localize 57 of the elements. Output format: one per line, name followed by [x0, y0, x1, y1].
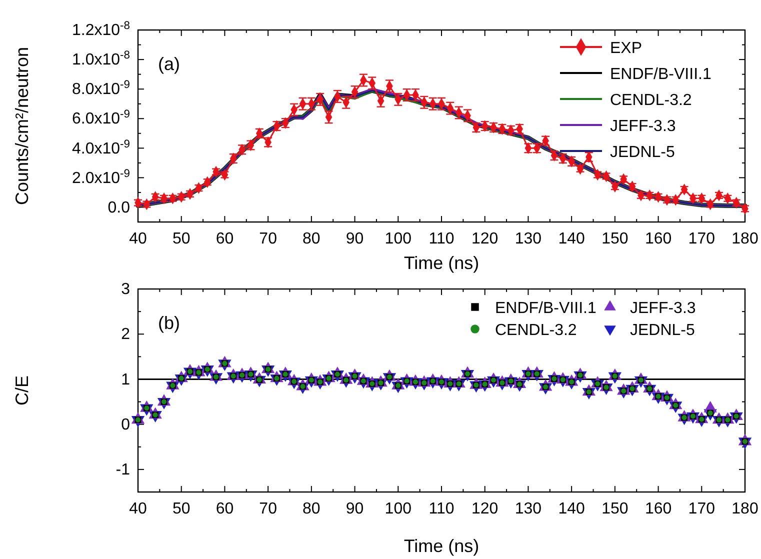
- legend-label: EXP: [610, 40, 642, 57]
- y-tick-label: 8.0x10$^{-9}$: [72, 79, 130, 98]
- x-tick-label: 90: [346, 500, 364, 518]
- x-axis-title: Time (ns): [404, 536, 480, 556]
- legend-label: CENDL-3.2: [610, 92, 692, 109]
- y-tick-label: 1: [121, 371, 130, 388]
- x-tick-label: 120: [472, 230, 498, 248]
- x-axis-title: Time (ns): [404, 253, 480, 273]
- x-tick-label: 50: [172, 500, 190, 518]
- x-tick-label: 140: [558, 500, 586, 518]
- x-tick-label: 170: [688, 500, 716, 518]
- legend-label: CENDL-3.2: [495, 322, 577, 339]
- x-tick-label: 180: [732, 500, 758, 518]
- x-tick-label: 130: [514, 230, 542, 248]
- x-tick-label: 50: [172, 230, 190, 248]
- legend-label: JEDNL-5: [610, 144, 676, 161]
- x-tick-label: 110: [428, 230, 454, 248]
- x-tick-label: 70: [259, 230, 278, 248]
- annotation: (a): [158, 54, 180, 74]
- x-tick-label: 80: [302, 500, 320, 518]
- x-tick-label: 170: [688, 230, 716, 248]
- x-tick-label: 90: [346, 230, 364, 248]
- legend-label: ENDF/B-VIII.1: [495, 300, 596, 317]
- legend-label: JEDNL-5: [630, 322, 696, 339]
- x-tick-label: 150: [602, 230, 628, 248]
- x-tick-label: 40: [129, 500, 147, 518]
- x-tick-label: 60: [216, 500, 234, 518]
- x-tick-label: 100: [384, 230, 412, 248]
- x-tick-label: 140: [558, 230, 586, 248]
- x-tick-label: 180: [732, 230, 758, 248]
- y-tick-label: 1.2x10$^{-8}$: [72, 20, 130, 40]
- x-tick-label: 150: [602, 500, 628, 518]
- legend-label: JEFF-3.3: [610, 118, 676, 135]
- x-tick-label: 160: [644, 230, 672, 248]
- y-tick-label: 0.0: [108, 199, 130, 216]
- x-tick-label: 40: [129, 230, 147, 248]
- x-tick-label: 160: [644, 500, 672, 518]
- y-tick-label: 1.0x10$^{-8}$: [72, 50, 130, 69]
- y-tick-label: 2: [121, 326, 130, 344]
- x-tick-label: 80: [302, 230, 320, 248]
- x-tick-label: 110: [428, 500, 454, 518]
- x-tick-label: 100: [384, 500, 412, 518]
- x-tick-label: 60: [216, 230, 234, 248]
- y-axis-title: C/E: [12, 375, 32, 406]
- x-tick-label: 70: [259, 500, 278, 518]
- y-axis-title: Counts/cm²/neutron: [12, 46, 32, 206]
- y-tick-label: -1: [116, 462, 130, 479]
- y-tick-label: 3: [121, 281, 130, 298]
- annotation: (b): [158, 313, 180, 333]
- y-tick-label: 2.0x10$^{-9}$: [72, 168, 130, 187]
- legend-label: ENDF/B-VIII.1: [610, 66, 712, 83]
- x-tick-label: 120: [472, 500, 498, 518]
- y-tick-label: 4.0x10$^{-9}$: [72, 138, 130, 158]
- x-tick-label: 130: [514, 500, 542, 518]
- y-tick-label: 0: [121, 416, 130, 434]
- y-tick-label: 6.0x10$^{-9}$: [72, 108, 130, 128]
- legend-label: JEFF-3.3: [630, 300, 696, 317]
